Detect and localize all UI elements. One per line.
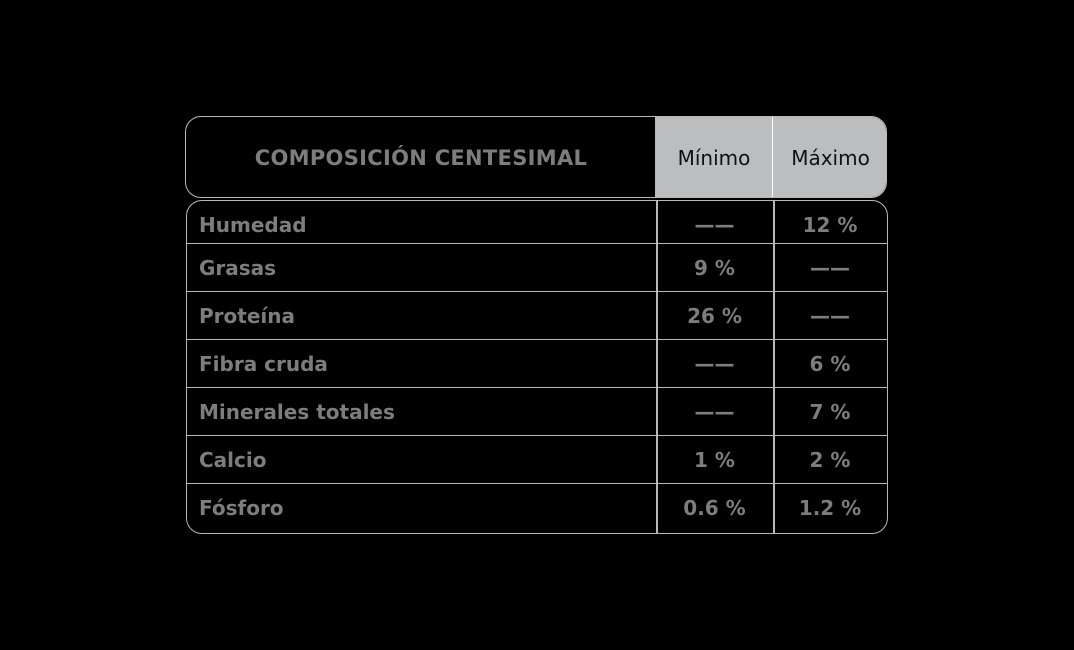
row-min-value: 9 % xyxy=(694,255,735,280)
column-header-min: Mínimo xyxy=(655,117,772,197)
table-row: Calcio 1 % 2 % xyxy=(187,435,887,483)
table-row: Fibra cruda —— 6 % xyxy=(187,339,887,387)
row-max-value: 12 % xyxy=(802,213,858,237)
row-max-value: 2 % xyxy=(809,447,851,472)
table-row: Proteína 26 % —— xyxy=(187,291,887,339)
row-min-value: —— xyxy=(694,399,735,424)
table-title: COMPOSICIÓN CENTESIMAL xyxy=(254,146,588,170)
row-label: Fibra cruda xyxy=(199,351,328,376)
table-header: COMPOSICIÓN CENTESIMAL Mínimo Máximo xyxy=(185,116,887,198)
row-min-value: 26 % xyxy=(687,303,742,328)
row-max-value: 1.2 % xyxy=(798,495,862,520)
row-min-value: —— xyxy=(694,351,735,376)
nutrition-table: COMPOSICIÓN CENTESIMAL Mínimo Máximo Hum… xyxy=(185,116,889,534)
table-row: Humedad —— 12 % xyxy=(187,201,887,249)
row-min-value: 0.6 % xyxy=(683,495,746,520)
row-label: Proteína xyxy=(199,303,295,328)
table-body: Humedad —— 12 % Grasas 9 % —— Proteína 2… xyxy=(186,200,888,534)
row-label: Minerales totales xyxy=(199,399,395,424)
row-min-value: —— xyxy=(694,213,735,237)
column-divider xyxy=(656,201,658,533)
row-label: Grasas xyxy=(199,255,277,280)
table-row: Fósforo 0.6 % 1.2 % xyxy=(187,483,887,531)
row-max-value: —— xyxy=(810,303,850,328)
row-max-value: 6 % xyxy=(809,351,851,376)
row-min-value: 1 % xyxy=(694,447,735,472)
row-max-value: —— xyxy=(810,255,850,280)
row-label: Fósforo xyxy=(199,495,284,520)
column-header-max: Máximo xyxy=(772,117,886,197)
row-label: Humedad xyxy=(199,213,307,237)
row-max-value: 7 % xyxy=(809,399,851,424)
row-label: Calcio xyxy=(199,447,267,472)
table-row: Minerales totales —— 7 % xyxy=(187,387,887,435)
table-row: Grasas 9 % —— xyxy=(187,243,887,291)
column-divider xyxy=(773,201,775,533)
